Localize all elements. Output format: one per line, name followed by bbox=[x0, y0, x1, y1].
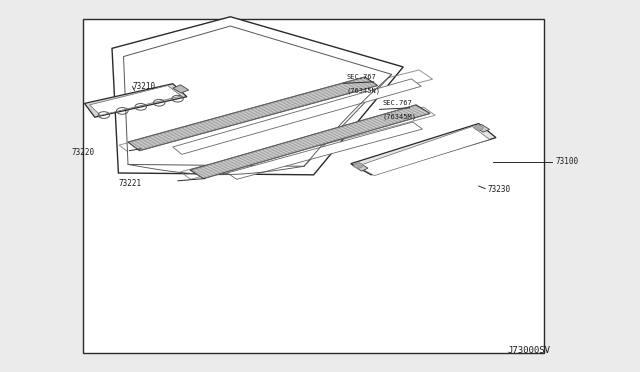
Circle shape bbox=[354, 163, 363, 168]
Text: 73221: 73221 bbox=[119, 179, 142, 187]
Text: SEC.767: SEC.767 bbox=[347, 74, 376, 80]
Text: 73220: 73220 bbox=[72, 148, 95, 157]
Bar bbox=[83, 19, 544, 353]
Text: SEC.767: SEC.767 bbox=[383, 100, 412, 106]
Text: 73230: 73230 bbox=[488, 185, 511, 194]
Polygon shape bbox=[353, 163, 368, 171]
Text: 73100: 73100 bbox=[556, 157, 579, 166]
Polygon shape bbox=[90, 86, 181, 115]
Text: J73000SV: J73000SV bbox=[508, 346, 550, 355]
Polygon shape bbox=[124, 26, 392, 166]
Circle shape bbox=[474, 125, 483, 130]
Polygon shape bbox=[357, 126, 490, 176]
Text: 73210: 73210 bbox=[132, 82, 156, 91]
Polygon shape bbox=[173, 79, 421, 154]
Polygon shape bbox=[173, 85, 189, 93]
Polygon shape bbox=[128, 77, 378, 151]
Polygon shape bbox=[351, 124, 496, 175]
Text: (76345M): (76345M) bbox=[383, 113, 417, 119]
Text: (76345N): (76345N) bbox=[347, 87, 381, 93]
Polygon shape bbox=[190, 105, 430, 179]
Polygon shape bbox=[84, 84, 187, 117]
Polygon shape bbox=[227, 122, 422, 179]
Polygon shape bbox=[476, 125, 490, 132]
Polygon shape bbox=[112, 17, 403, 175]
